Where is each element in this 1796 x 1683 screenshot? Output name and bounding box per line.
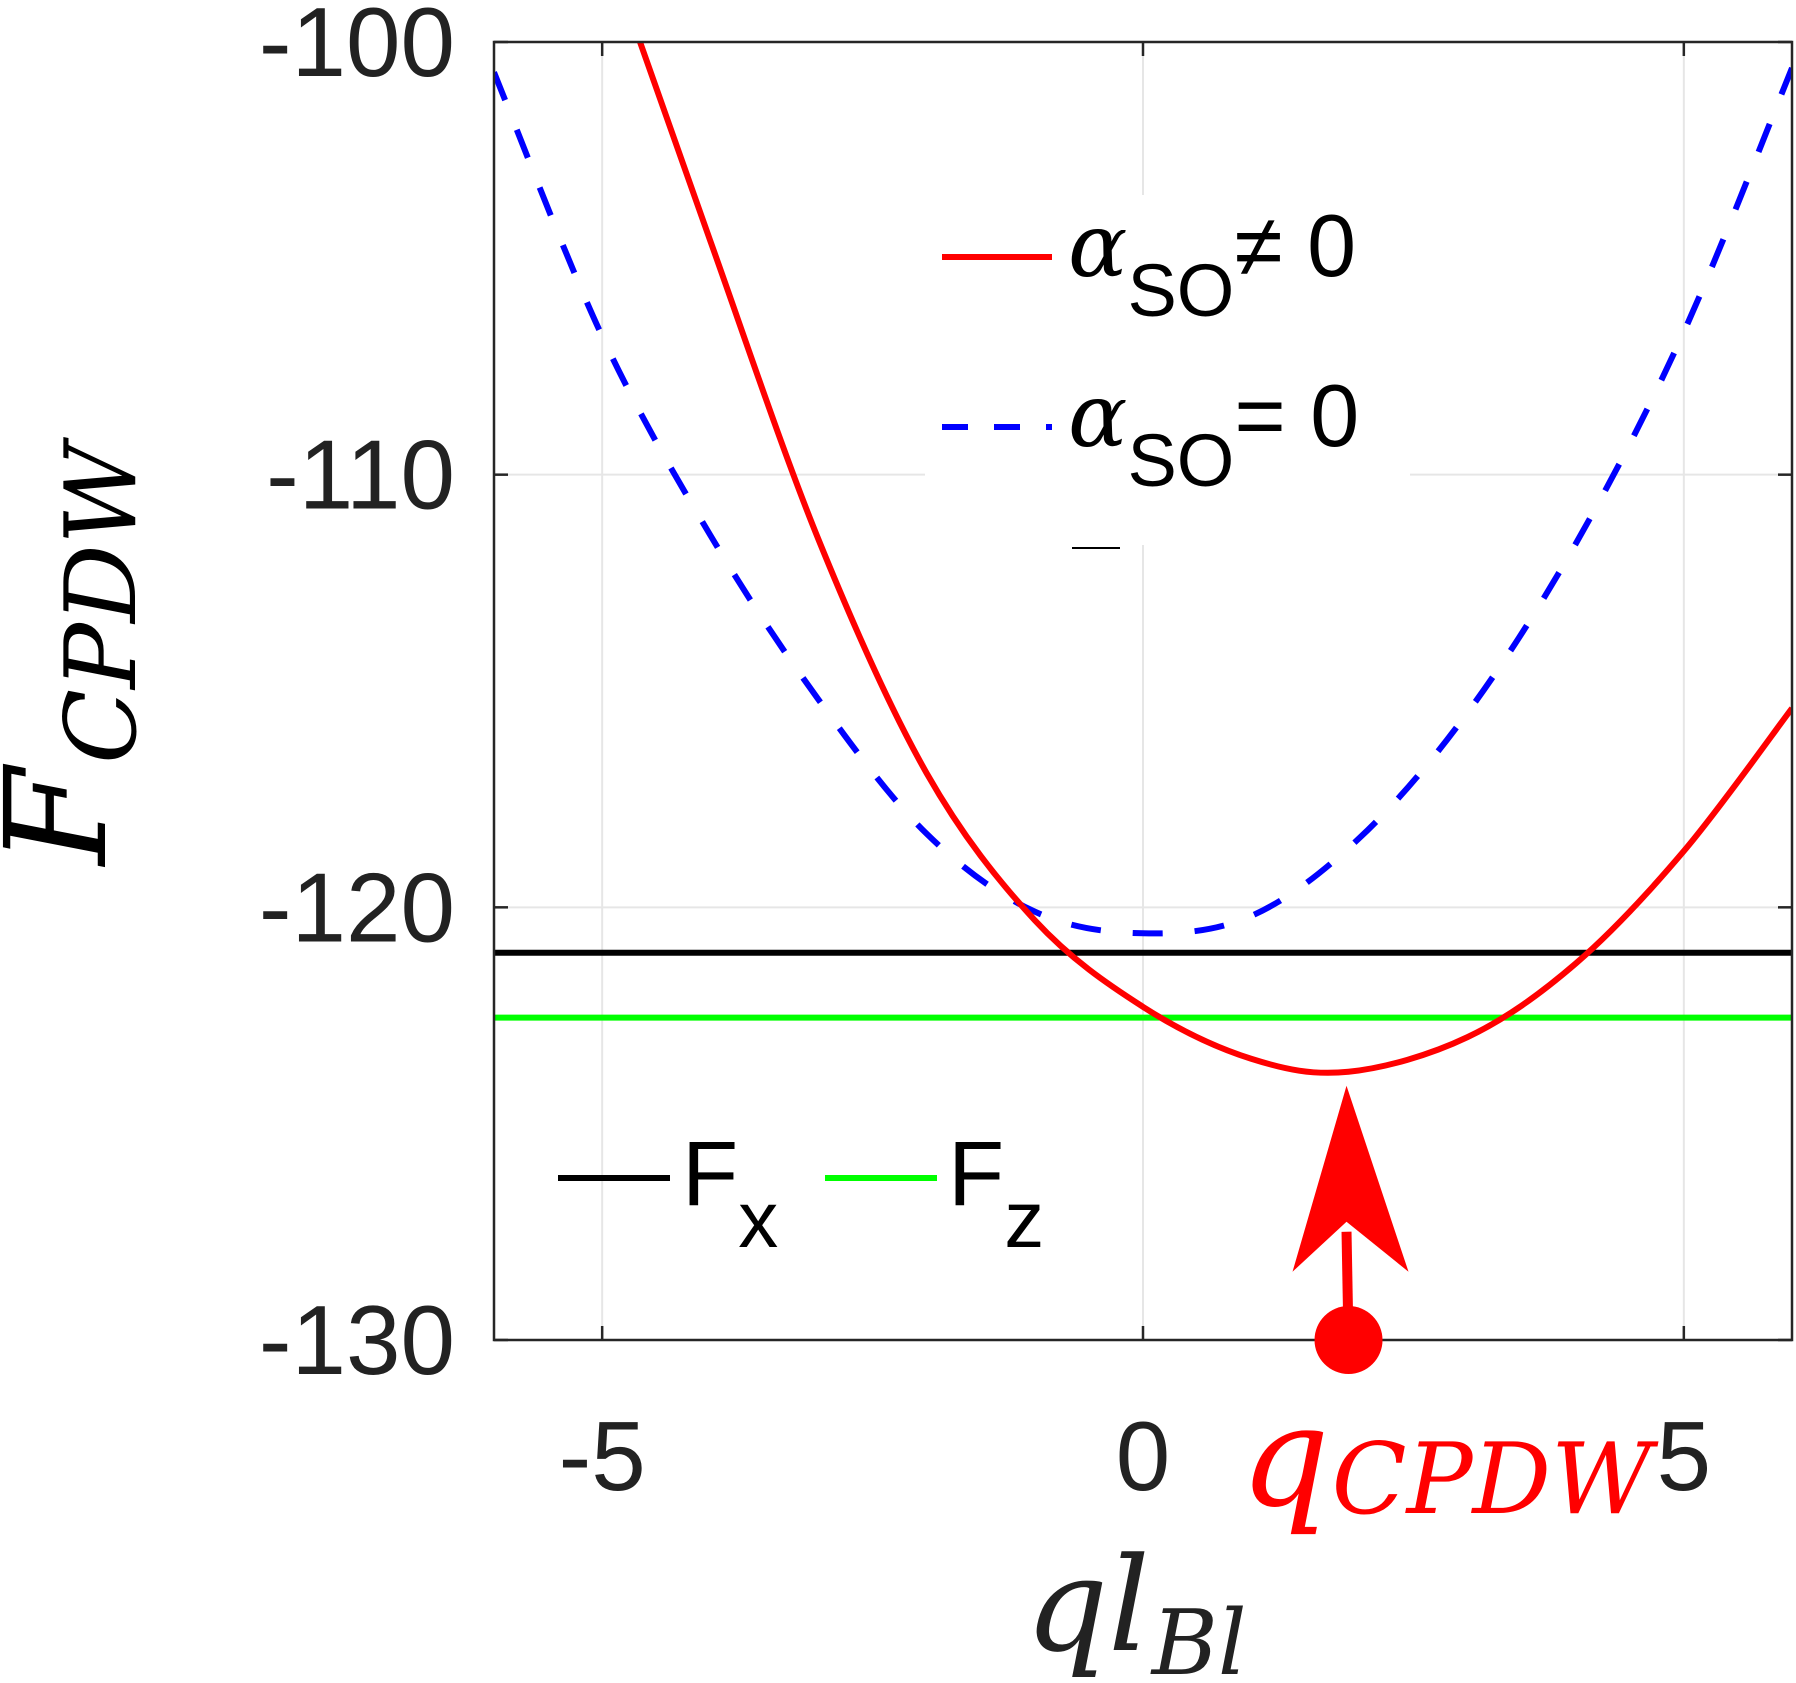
x-tick-label: 0 [1116, 1401, 1171, 1511]
legend-alpha-nonzero-main: α [1068, 194, 1127, 297]
legend-fx-sub: x [738, 1175, 778, 1264]
q-cpdw-label-main: q [1240, 1376, 1330, 1539]
series-layer [494, 42, 1792, 1076]
ticks [494, 40, 1792, 1342]
x-axis-label-main: ql [1025, 1529, 1150, 1681]
q-cpdw-annotation [1292, 1085, 1409, 1374]
q-cpdw-label-sub: CPDW [1332, 1423, 1659, 1537]
tick-labels: -5 0 5 -100 -110 -120 -130 [259, 0, 1711, 1511]
arrow-base-dot [1314, 1306, 1383, 1374]
y-axis-label: FCPDW [0, 436, 159, 868]
legend-alpha-zero-main: α [1068, 364, 1127, 467]
legend-label-fz: Fz [948, 1123, 1044, 1264]
legend-upper: αSO≠ 0 αSO= 0 [925, 194, 1410, 549]
x-tick-label: 5 [1657, 1401, 1712, 1511]
legend-label-alpha-nonzero: αSO≠ 0 [1068, 194, 1356, 332]
legend-fx-main: F [682, 1123, 738, 1225]
y-axis-label-main: F [0, 763, 139, 868]
series-alpha-zero [494, 66, 1792, 937]
arrow-head [1292, 1085, 1409, 1272]
legend-alpha-zero-rel: = 0 [1234, 366, 1359, 465]
y-axis-label-sub: CPDW [45, 436, 159, 763]
legend-label-fx: Fx [682, 1123, 778, 1264]
legend-alpha-zero-sub: SO [1127, 419, 1234, 502]
x-axis-label: qlBl [1025, 1529, 1247, 1683]
legend-lower: Fx Fz [558, 1123, 1044, 1264]
y-tick-label: -100 [259, 0, 455, 97]
x-axis-label-sub: Bl [1150, 1591, 1247, 1683]
legend-alpha-nonzero-sub: SO [1127, 249, 1234, 332]
q-cpdw-label: qCPDW [1240, 1376, 1659, 1539]
legend-upper-box [925, 195, 1410, 545]
y-tick-label: -120 [259, 852, 455, 962]
series-alpha-nonzero [637, 42, 1792, 1076]
legend-fz-sub: z [1004, 1175, 1044, 1264]
y-tick-label: -130 [259, 1285, 455, 1395]
legend-label-alpha-zero: αSO= 0 [1068, 364, 1359, 502]
legend-fz-main: F [948, 1123, 1004, 1225]
y-tick-label: -110 [266, 420, 455, 530]
x-tick-label: -5 [559, 1401, 646, 1511]
legend-alpha-nonzero-rel: ≠ 0 [1234, 196, 1356, 295]
